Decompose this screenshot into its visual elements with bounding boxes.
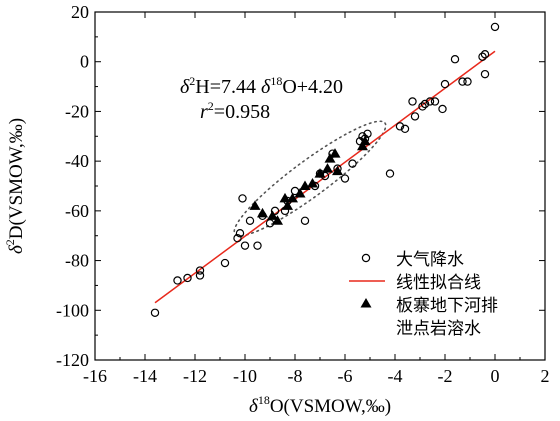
x-axis-title: δ18O(VSMOW,‰)	[249, 393, 391, 417]
precipitation-point	[408, 97, 417, 106]
ellipse-outline	[233, 120, 387, 237]
precipitation-point	[458, 77, 467, 86]
karst-water-point	[324, 153, 336, 163]
karst-water-point	[359, 135, 371, 146]
karst-water-point	[307, 178, 318, 188]
precipitation-point	[420, 99, 430, 109]
precipitation-point	[480, 50, 490, 59]
x-tick-label: 0	[491, 366, 500, 386]
x-tick-label: -2	[438, 366, 453, 386]
karst-water-point	[332, 165, 343, 176]
x-tick-label: -4	[388, 366, 403, 386]
karst-water-point	[267, 210, 278, 220]
y-tick-label: -80	[65, 251, 89, 271]
precipitation-point	[385, 169, 395, 178]
precipitation-point	[440, 79, 450, 89]
precipitation-point	[490, 22, 500, 32]
y-tick-label: -20	[65, 101, 89, 121]
precipitation-point	[173, 276, 182, 285]
karst-water-ellipse	[233, 120, 387, 237]
precipitation-point	[410, 112, 420, 121]
precipitation-point	[358, 132, 367, 141]
karst-water-point	[249, 200, 261, 210]
precipitation-point	[253, 241, 262, 250]
precipitation-point	[418, 102, 427, 111]
precipitation-point	[150, 308, 160, 317]
x-tick-label: -16	[83, 366, 107, 386]
legend-label-precipitation: 大气降水	[396, 250, 464, 270]
karst-water-point	[257, 207, 268, 218]
precipitation-point	[270, 206, 280, 216]
y-tick-label: 20	[71, 2, 89, 22]
precipitation-point	[348, 159, 357, 168]
y-tick-labels: 20 0 -20 -40 -60 -80 -100 -120	[56, 2, 89, 370]
karst-water-point	[279, 192, 291, 203]
y-tick-label: -120	[56, 350, 89, 370]
precipitation-point	[430, 97, 440, 106]
x-tick-label: -6	[338, 366, 353, 386]
precipitation-point	[220, 258, 230, 268]
x-tick-label: 2	[541, 366, 550, 386]
x-tick-labels: -16 -14 -12 -10 -8 -6 -4 -2 0 2	[83, 366, 550, 386]
precipitation-point	[450, 55, 460, 64]
y-tick-label: -60	[65, 201, 89, 221]
precipitation-point	[425, 97, 435, 106]
legend-label-fit-line: 线性拟合线	[396, 273, 481, 293]
karst-water-point	[357, 140, 368, 151]
precipitation-point	[438, 104, 447, 114]
precipitation-point	[233, 233, 242, 243]
equation-line-1: δ2H=7.44 δ18O+4.20	[180, 74, 343, 98]
precipitation-point	[480, 69, 490, 79]
precipitation-point	[463, 77, 472, 86]
equation-line-2: r2=0.958	[200, 99, 270, 123]
y-tick-label: 0	[80, 52, 89, 72]
precipitation-point	[238, 194, 247, 203]
karst-water-point	[272, 215, 283, 225]
axis-ticks	[94, 11, 546, 361]
precipitation-point	[478, 52, 487, 61]
precipitation-point	[195, 271, 205, 280]
precipitation-point	[300, 216, 310, 225]
precipitation-point	[240, 241, 250, 250]
karst-water-point	[314, 168, 326, 178]
precipitation-point	[195, 266, 205, 275]
karst-water-point	[294, 187, 306, 198]
data-points	[150, 22, 500, 317]
precipitation-point	[340, 174, 350, 183]
legend-label-karst-water-1: 板寨地下河排	[396, 296, 498, 316]
karst-water-point	[329, 148, 341, 158]
precipitation-point	[400, 124, 410, 134]
legend-label-karst-water-2: 泄点岩溶水	[396, 319, 481, 339]
karst-water-point	[322, 163, 333, 173]
precipitation-point	[235, 229, 245, 238]
legend: 大气降水 线性拟合线 板寨地下河排 泄点岩溶水	[349, 250, 498, 339]
legend-triangle-icon	[360, 298, 372, 308]
precipitation-point	[183, 273, 192, 283]
x-tick-label: -14	[133, 366, 157, 386]
precipitation-point	[245, 216, 255, 225]
precipitation-point	[395, 122, 405, 131]
precipitation-point	[363, 129, 372, 138]
x-tick-label: -12	[183, 366, 207, 386]
karst-water-point	[299, 180, 311, 190]
y-tick-label: -40	[65, 151, 89, 171]
x-tick-label: -8	[288, 366, 303, 386]
karst-water-point	[287, 192, 298, 203]
karst-water-point	[282, 200, 293, 210]
x-tick-label: -10	[233, 366, 257, 386]
y-axis-title: δ2D(VSMOW,‰)	[3, 118, 27, 254]
legend-circle-icon	[361, 253, 371, 263]
y-tick-label: -100	[56, 300, 89, 320]
